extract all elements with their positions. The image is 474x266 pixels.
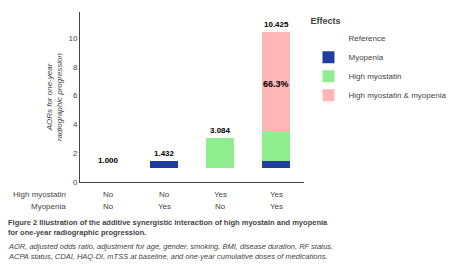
svg-text:6: 6	[73, 91, 78, 100]
svg-text:No: No	[103, 190, 114, 199]
svg-text:2: 2	[73, 149, 78, 158]
svg-text:Figure 2 Illustration of the a: Figure 2 Illustration of the additive sy…	[8, 218, 328, 237]
svg-text:Myopenia: Myopenia	[31, 202, 66, 211]
svg-text:Reference: Reference	[348, 34, 385, 43]
svg-text:0: 0	[73, 178, 78, 187]
svg-text:10: 10	[68, 34, 77, 43]
svg-text:High myostatin: High myostatin	[348, 72, 401, 81]
svg-text:Effects: Effects	[310, 16, 340, 26]
svg-text:4: 4	[73, 120, 78, 129]
svg-text:66.3%: 66.3%	[263, 79, 289, 89]
svg-text:No: No	[159, 190, 170, 199]
svg-text:No: No	[103, 202, 114, 211]
svg-text:Yes: Yes	[158, 202, 171, 211]
svg-text:Yes: Yes	[214, 190, 227, 199]
svg-text:8: 8	[73, 63, 78, 72]
svg-text:3.084: 3.084	[210, 126, 231, 135]
svg-text:10.425: 10.425	[264, 20, 289, 29]
svg-text:Yes: Yes	[270, 202, 283, 211]
svg-text:1.432: 1.432	[154, 149, 175, 158]
svg-text:High myostatin & myopenia: High myostatin & myopenia	[348, 91, 446, 100]
svg-text:No: No	[215, 202, 226, 211]
svg-text:Yes: Yes	[270, 190, 283, 199]
svg-text:1.000: 1.000	[98, 156, 119, 165]
svg-text:AOR, adjusted odds ratio, adju: AOR, adjusted odds ratio, adjustment for…	[8, 242, 333, 261]
svg-text:High myostatin: High myostatin	[13, 190, 66, 199]
svg-text:Myopenia: Myopenia	[348, 53, 383, 62]
svg-text:AORs for one-yearradiographic: AORs for one-yearradiographic progressio…	[45, 52, 64, 141]
